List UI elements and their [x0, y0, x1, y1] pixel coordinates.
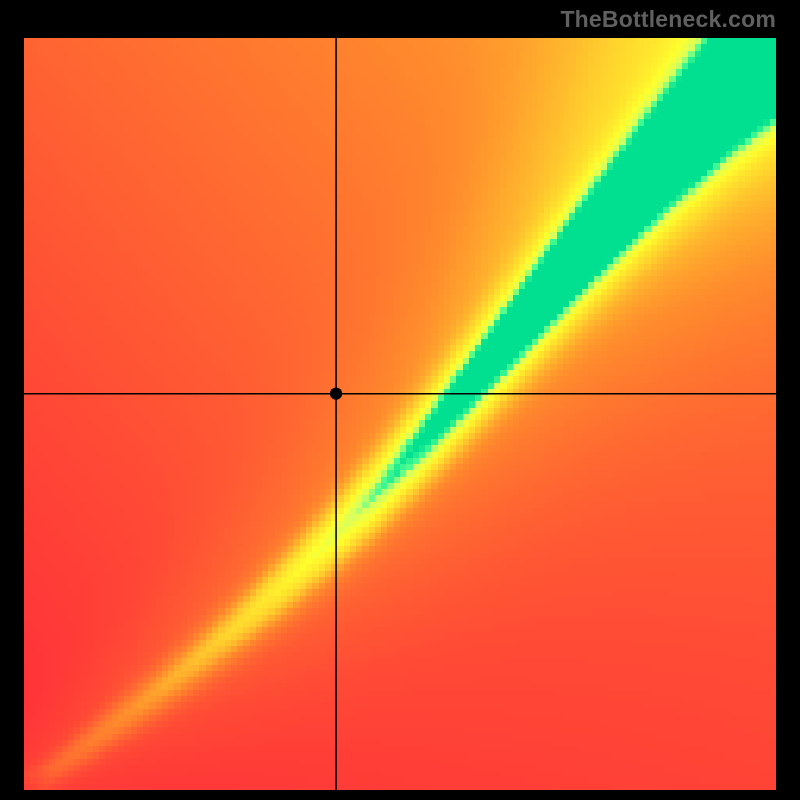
figure-container: TheBottleneck.com [0, 0, 800, 800]
attribution-text: TheBottleneck.com [560, 6, 776, 33]
plot-area [24, 38, 776, 790]
bottleneck-heatmap [24, 38, 776, 790]
